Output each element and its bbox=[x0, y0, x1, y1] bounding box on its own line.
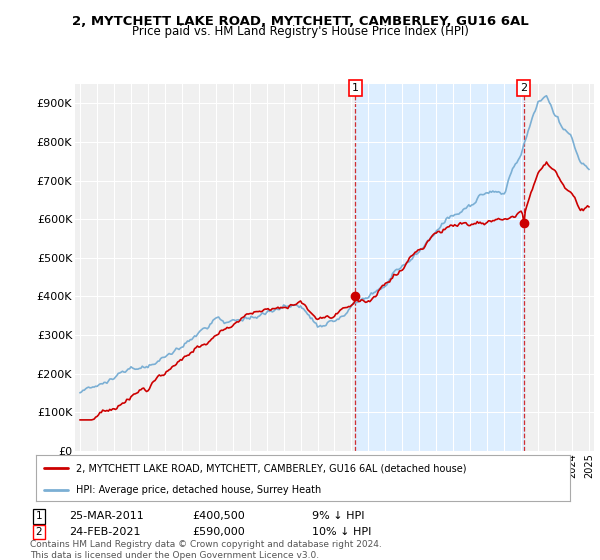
Text: Contains HM Land Registry data © Crown copyright and database right 2024.
This d: Contains HM Land Registry data © Crown c… bbox=[30, 540, 382, 559]
Text: 9% ↓ HPI: 9% ↓ HPI bbox=[312, 511, 365, 521]
Text: 1: 1 bbox=[352, 83, 359, 93]
Text: 2: 2 bbox=[520, 83, 527, 93]
Text: 2, MYTCHETT LAKE ROAD, MYTCHETT, CAMBERLEY, GU16 6AL (detached house): 2, MYTCHETT LAKE ROAD, MYTCHETT, CAMBERL… bbox=[76, 463, 467, 473]
Text: 10% ↓ HPI: 10% ↓ HPI bbox=[312, 527, 371, 537]
Text: 1: 1 bbox=[35, 511, 43, 521]
Text: Price paid vs. HM Land Registry's House Price Index (HPI): Price paid vs. HM Land Registry's House … bbox=[131, 25, 469, 39]
Text: £400,500: £400,500 bbox=[192, 511, 245, 521]
Text: £590,000: £590,000 bbox=[192, 527, 245, 537]
Text: 2: 2 bbox=[35, 527, 43, 537]
Text: HPI: Average price, detached house, Surrey Heath: HPI: Average price, detached house, Surr… bbox=[76, 485, 322, 494]
Text: 25-MAR-2011: 25-MAR-2011 bbox=[69, 511, 144, 521]
Text: 2, MYTCHETT LAKE ROAD, MYTCHETT, CAMBERLEY, GU16 6AL: 2, MYTCHETT LAKE ROAD, MYTCHETT, CAMBERL… bbox=[71, 15, 529, 28]
Text: 24-FEB-2021: 24-FEB-2021 bbox=[69, 527, 140, 537]
Bar bbox=[355, 84, 524, 451]
